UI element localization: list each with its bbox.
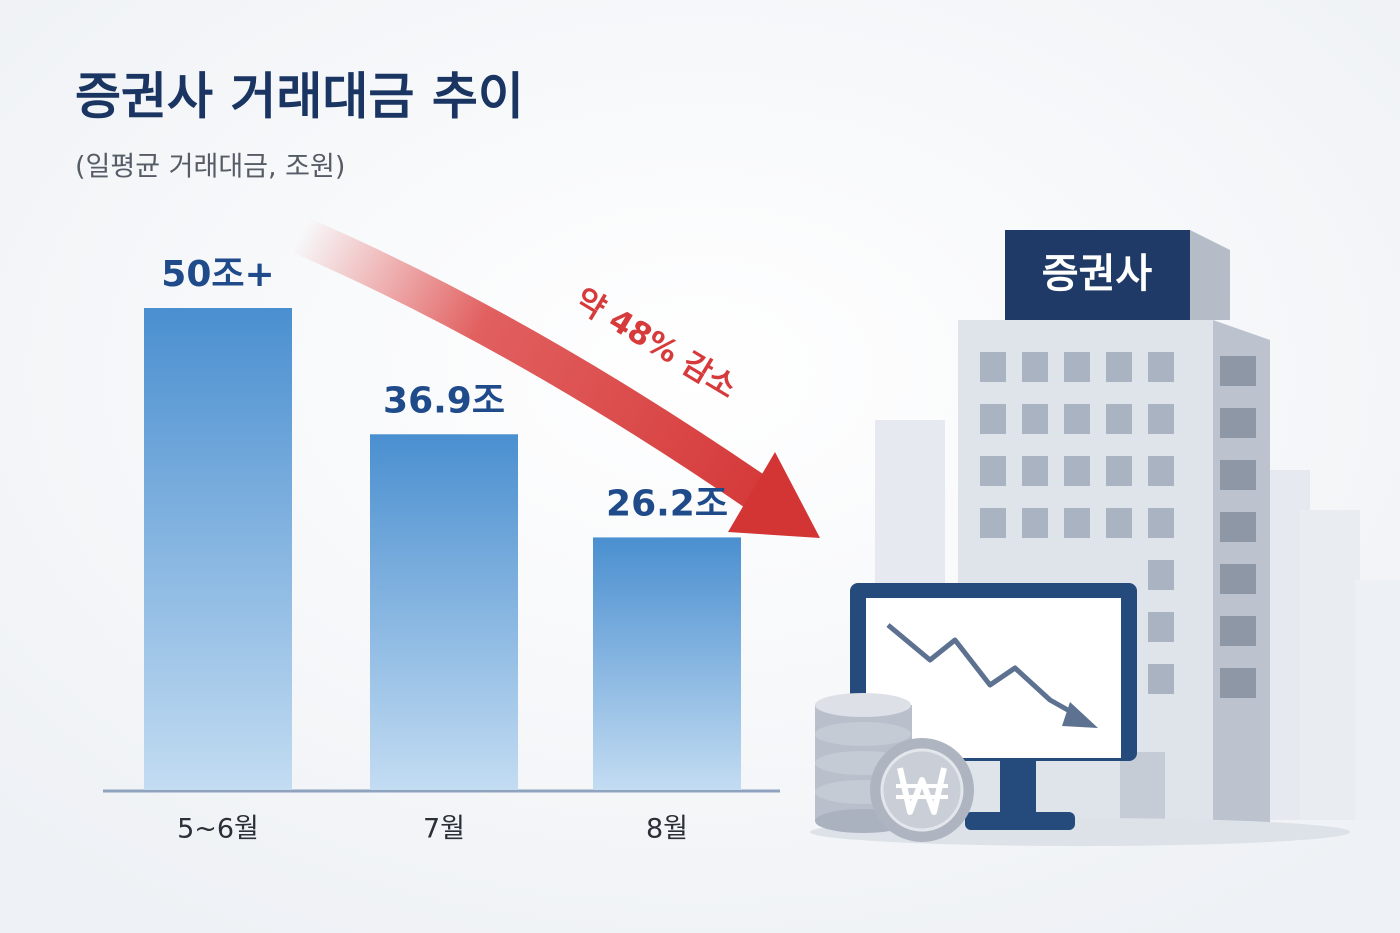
bg-building [1355,580,1400,820]
window [1064,456,1090,486]
bg-building [1300,510,1360,820]
building-sign [1005,230,1190,320]
trend-arrow-head [728,452,820,538]
side-window [1220,512,1256,542]
x-tick-label: 5~6월 [177,814,259,845]
trend-arrow [292,217,771,511]
chart-subtitle: (일평균 거래대금, 조원) [75,152,345,183]
screen-line [886,623,1084,721]
window [1148,560,1174,590]
monitor-base [965,812,1075,830]
window [1022,404,1048,434]
monitor-stand [1000,760,1036,818]
bar [593,537,741,790]
bar [144,308,292,790]
window [1064,508,1090,538]
window [1148,352,1174,382]
window [1106,508,1132,538]
screen-arrow [1062,702,1098,728]
side-window [1220,356,1256,386]
window [1148,664,1174,694]
door [1120,752,1165,828]
value-label: 36.9조 [383,380,505,421]
x-tick-label: 8월 [646,814,688,845]
side-window [1220,564,1256,594]
side-window [1220,668,1256,698]
window [980,404,1006,434]
window [1106,456,1132,486]
building-side [1190,230,1230,320]
window [1022,352,1048,382]
chart-title: 증권사 거래대금 추이 [75,68,524,126]
window [980,352,1006,382]
value-label: 26.2조 [606,483,728,524]
window [980,456,1006,486]
value-label: 50조+ [161,254,274,295]
window [1022,508,1048,538]
window [1148,508,1174,538]
window [1064,404,1090,434]
window [1148,612,1174,642]
window [1106,404,1132,434]
won-coin [870,738,974,842]
window [1106,352,1132,382]
bar [370,434,518,790]
window [1148,404,1174,434]
illustration: 증권사 [810,230,1400,846]
window [980,508,1006,538]
side-window [1220,460,1256,490]
window [1022,456,1048,486]
window [1064,352,1090,382]
side-window [1220,616,1256,646]
windows [980,352,1256,698]
sign-text: 증권사 [1042,251,1153,297]
x-tick-label: 7월 [423,814,465,845]
side-window [1220,408,1256,438]
window [1148,456,1174,486]
